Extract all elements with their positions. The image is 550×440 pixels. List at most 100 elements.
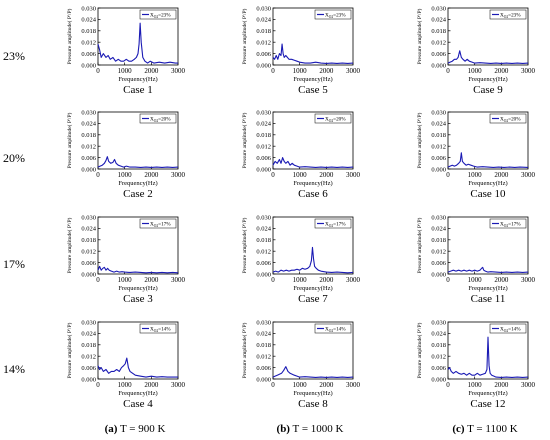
x-tick-label: 1000 (118, 67, 133, 75)
series-line (272, 157, 354, 169)
y-tick-label: 0.012 (81, 249, 96, 256)
x-axis-label: Frequency(Hz) (468, 76, 507, 83)
spectrum-chart-8: 0.000 0.006 0.012 0.018 0.024 0.030 0 1000 2000 3… (241, 319, 361, 410)
y-tick-label: 0.024 (256, 226, 271, 233)
caption-a-text: T = 900 K (119, 423, 166, 435)
y-tick-label: 0.006 (256, 155, 271, 162)
y-tick-label: 0.024 (81, 226, 96, 233)
y-axis-label: Pressure amplitude( P'/P) (416, 322, 423, 378)
x-axis-label: Frequency(Hz) (118, 180, 157, 187)
caption-c-text: T = 1100 K (467, 423, 518, 435)
y-tick-label: 0.006 (256, 260, 271, 267)
x-tick-label: 2000 (319, 381, 334, 389)
x-tick-label: 0 (271, 276, 275, 284)
y-tick-label: 0.006 (81, 365, 96, 372)
x-tick-label: 0 (96, 171, 100, 179)
y-tick-label: 0.024 (431, 331, 446, 338)
series-line (97, 22, 178, 64)
plot-frame (272, 216, 354, 275)
case-label: Case 5 (298, 84, 328, 96)
y-tick-label: 0.030 (81, 5, 96, 12)
spectrum-chart-11: 0.000 0.006 0.012 0.018 0.024 0.030 0 1000 2000 3… (416, 214, 536, 305)
y-axis-label: Pressure amplitude( P'/P) (66, 322, 73, 378)
series-line (447, 50, 529, 65)
x-tick-label: 3000 (171, 67, 186, 75)
y-tick-label: 0.000 (256, 62, 271, 69)
y-tick-label: 0.006 (431, 260, 446, 267)
x-tick-label: 3000 (171, 276, 186, 284)
y-tick-label: 0.006 (81, 51, 96, 58)
y-tick-label: 0.030 (431, 5, 446, 12)
y-tick-label: 0.024 (256, 17, 271, 24)
x-tick-label: 1000 (118, 381, 133, 389)
x-tick-label: 0 (96, 381, 100, 389)
legend: XO2=23% (139, 9, 177, 20)
case-label: Case 12 (470, 398, 505, 410)
y-tick-label: 0.006 (256, 365, 271, 372)
legend-box (489, 9, 527, 20)
y-tick-label: 0.000 (431, 62, 446, 69)
x-tick-label: 2000 (144, 67, 159, 75)
x-tick-label: 1000 (293, 381, 308, 389)
y-tick-label: 0.012 (81, 40, 96, 47)
caption-a: (a) T = 900 K (75, 423, 195, 435)
y-axis-label: Pressure amplitude( P'/P) (416, 112, 423, 168)
legend: XO2=23% (314, 9, 352, 20)
x-tick-label: 3000 (346, 67, 361, 75)
legend: XO2=17% (489, 218, 527, 229)
legend-box (139, 113, 177, 124)
x-tick-label: 3000 (521, 276, 536, 284)
spectrum-chart-5: 0.000 0.006 0.012 0.018 0.024 0.030 0 1000 2000 3… (241, 5, 361, 96)
x-tick-label: 0 (446, 381, 450, 389)
spectrum-chart-6: 0.000 0.006 0.012 0.018 0.024 0.030 0 1000 2000 3… (241, 109, 361, 200)
case-label: Case 7 (298, 293, 328, 305)
series-line (447, 152, 529, 169)
y-tick-label: 0.000 (431, 376, 446, 383)
x-tick-label: 3000 (521, 171, 536, 179)
legend: XO2=17% (139, 218, 177, 229)
y-tick-label: 0.030 (431, 214, 446, 221)
x-tick-label: 3000 (346, 171, 361, 179)
plot-frame (97, 216, 179, 275)
y-axis-label: Pressure amplitude( P'/P) (241, 322, 248, 378)
series-line (447, 336, 529, 379)
legend-box (314, 113, 352, 124)
x-tick-label: 1000 (468, 381, 483, 389)
series-line (272, 366, 354, 379)
x-tick-label: 0 (96, 276, 100, 284)
x-tick-label: 0 (271, 381, 275, 389)
legend-text: XO2=23% (150, 13, 171, 19)
y-tick-label: 0.006 (431, 51, 446, 58)
plot-frame (272, 321, 354, 380)
y-tick-label: 0.024 (431, 121, 446, 128)
y-tick-label: 0.030 (256, 319, 271, 326)
legend: XO2=20% (314, 113, 352, 124)
row-label-17: 17% (3, 257, 25, 271)
x-tick-label: 2000 (494, 276, 509, 284)
y-tick-label: 0.012 (81, 144, 96, 151)
legend-box (314, 323, 352, 334)
series-line (272, 43, 354, 65)
y-tick-label: 0.006 (256, 51, 271, 58)
y-axis-label: Pressure amplitude( P'/P) (241, 112, 248, 168)
caption-c-letter: (c) (452, 423, 465, 435)
legend: XO2=14% (314, 323, 352, 334)
legend-text: XO2=17% (150, 222, 171, 228)
case-label: Case 4 (123, 398, 153, 410)
caption-b-text: T = 1000 K (292, 423, 344, 435)
y-tick-label: 0.006 (81, 155, 96, 162)
x-tick-label: 0 (271, 67, 275, 75)
case-label: Case 10 (470, 188, 506, 200)
x-tick-label: 1000 (468, 276, 483, 284)
y-tick-label: 0.000 (431, 271, 446, 278)
legend-text: XO2=14% (500, 327, 521, 333)
x-axis-label: Frequency(Hz) (468, 180, 507, 187)
y-tick-label: 0.030 (81, 214, 96, 221)
x-tick-label: 0 (96, 67, 100, 75)
y-tick-label: 0.030 (431, 319, 446, 326)
plot-frame (447, 321, 529, 380)
x-tick-label: 2000 (494, 171, 509, 179)
x-axis-label: Frequency(Hz) (118, 76, 157, 83)
spectrum-chart-3: 0.000 0.006 0.012 0.018 0.024 0.030 0 1000 2000 3… (66, 214, 186, 305)
